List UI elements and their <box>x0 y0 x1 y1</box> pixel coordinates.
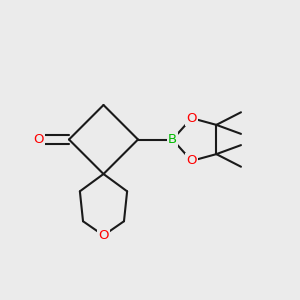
Text: O: O <box>186 154 197 167</box>
Text: O: O <box>98 229 109 242</box>
Text: B: B <box>168 133 177 146</box>
Text: O: O <box>186 112 197 124</box>
Text: O: O <box>34 133 44 146</box>
